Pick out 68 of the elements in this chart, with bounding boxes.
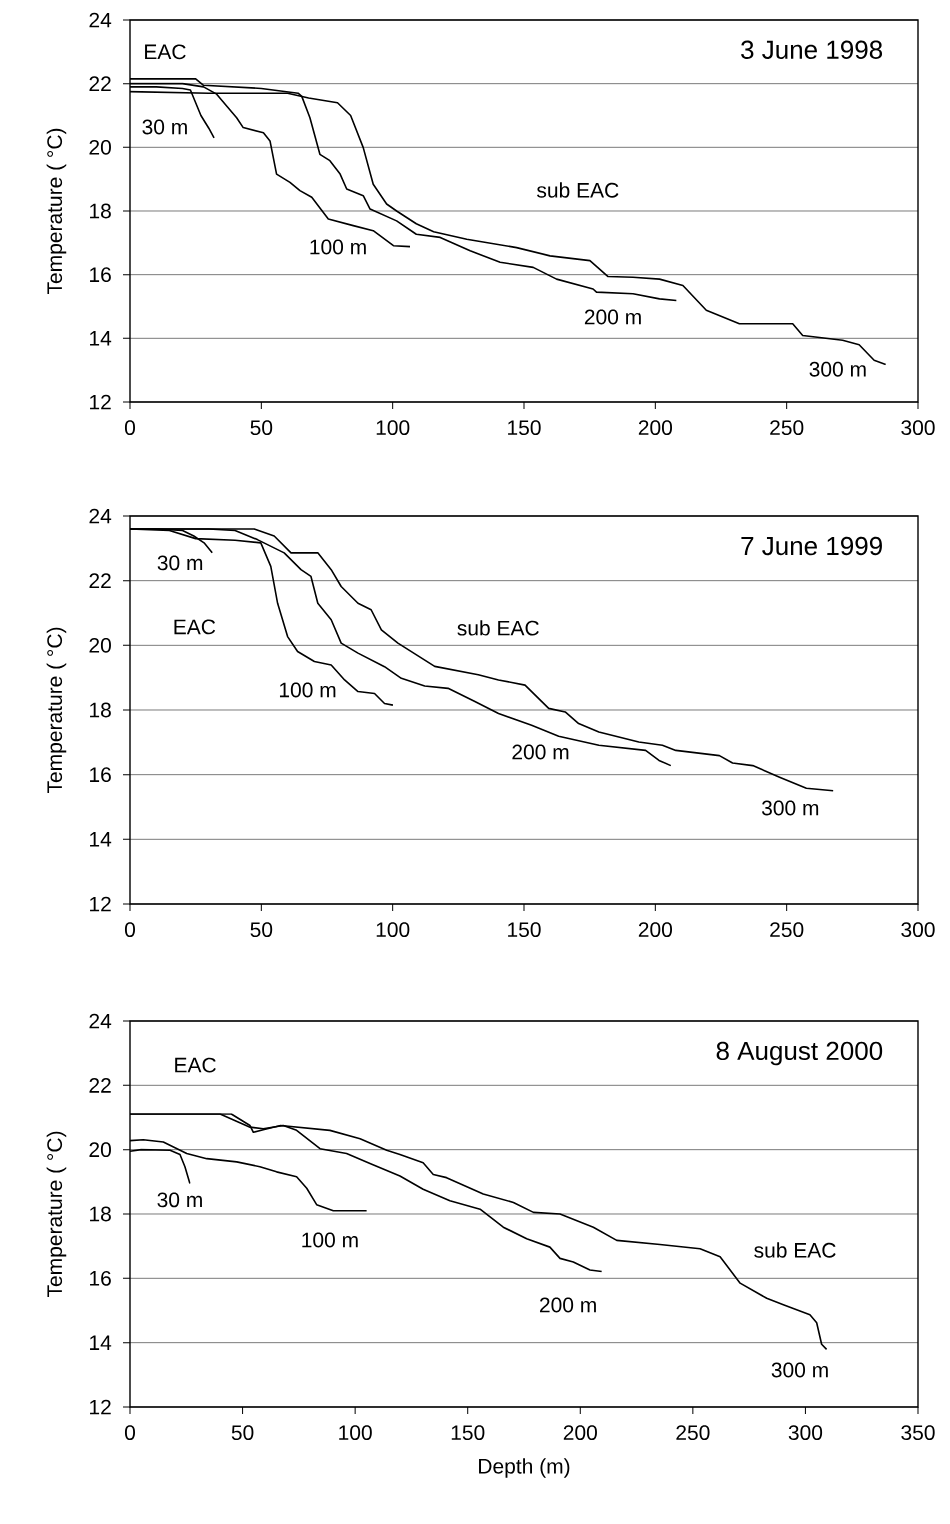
series-label: 200 m [584, 309, 641, 325]
y-axis-title: Temperature ( °C) [46, 1131, 67, 1298]
y-tick-label: 14 [90, 1335, 112, 1350]
x-tick-label: 0 [124, 1425, 136, 1441]
x-tick-label: 50 [250, 420, 273, 436]
x-tick-label: 0 [124, 420, 136, 436]
y-tick-label: 24 [89, 508, 112, 524]
series-label: 30 m [157, 555, 203, 571]
annotation: sub EAC [536, 182, 619, 198]
y-tick-label: 12 [90, 1399, 111, 1415]
x-tick-label: 200 [563, 1425, 597, 1441]
text: 7 June 1999 [741, 536, 882, 556]
y-tick-label: 16 [90, 267, 111, 283]
series-label: 30 m [142, 119, 187, 135]
y-axis-title: Temperature ( °C) [46, 627, 67, 794]
y-tick-label: 14 [90, 832, 112, 847]
y-tick-label: 16 [90, 1270, 111, 1286]
y-tick-label: 18 [90, 1206, 111, 1222]
annotation: EAC [174, 619, 216, 635]
y-tick-label: 22 [89, 573, 111, 588]
y-axis-title: Temperature ( °C) [46, 128, 67, 295]
x-tick-label: 250 [676, 1425, 710, 1441]
x-tick-label: 350 [901, 1425, 935, 1441]
series-label: 300 m [809, 361, 866, 377]
y-tick-label: 22 [89, 76, 111, 91]
y-tick-label: 22 [89, 1077, 111, 1093]
y-tick-label: 18 [90, 702, 111, 718]
annotation: sub EAC [754, 1242, 836, 1258]
y-tick-label: 16 [90, 767, 111, 783]
legend-label: 30 m [157, 1192, 202, 1208]
x-tick-label: 250 [770, 420, 804, 436]
y-tick-label: 20 [89, 1142, 111, 1158]
x-tick-label: 100 [376, 420, 410, 436]
y-tick-label: 12 [90, 394, 111, 410]
series-label: 300 m [771, 1362, 828, 1378]
series-label: 200 m [512, 744, 569, 760]
x-tick-label: 150 [451, 1425, 485, 1441]
y-tick-label: 12 [90, 896, 111, 912]
x-tick-label: 50 [250, 922, 273, 938]
series-label: 100 m [279, 682, 336, 698]
x-tick-label: 150 [508, 922, 541, 938]
text: 8 August 2000 [716, 1041, 883, 1066]
y-tick-label: 24 [89, 12, 112, 28]
x-tick-label: 100 [339, 1425, 372, 1441]
x-tick-label: 100 [376, 922, 410, 938]
y-tick-label: 20 [89, 637, 111, 653]
annotation: EAC [145, 44, 186, 60]
series-label: 200 m [539, 1297, 596, 1313]
x-tick-label: 50 [231, 1425, 254, 1441]
x-tick-label: 0 [124, 922, 136, 938]
y-tick-label: 24 [89, 1013, 112, 1029]
x-tick-label: 300 [788, 1425, 823, 1441]
annotation: EAC [175, 1057, 216, 1073]
x-tick-label: 250 [770, 922, 804, 938]
annotation: sub EAC [457, 620, 539, 636]
x-tick-label: 200 [638, 922, 673, 938]
x-tick-label: 150 [508, 420, 541, 436]
x-tick-label: 300 [901, 922, 935, 938]
x-tick-label: 300 [901, 420, 935, 436]
y-tick-label: 14 [90, 331, 112, 346]
series-label: 100 m [302, 1232, 358, 1248]
series-label: 300 m [761, 800, 819, 816]
y-tick-label: 20 [89, 139, 111, 155]
text: 3 June 1998 [741, 40, 883, 59]
y-tick-label: 18 [90, 203, 111, 219]
x-axis-title: Depth (m) [479, 1458, 570, 1478]
x-tick-label: 200 [638, 420, 673, 436]
series-label: 100 m [310, 239, 366, 255]
